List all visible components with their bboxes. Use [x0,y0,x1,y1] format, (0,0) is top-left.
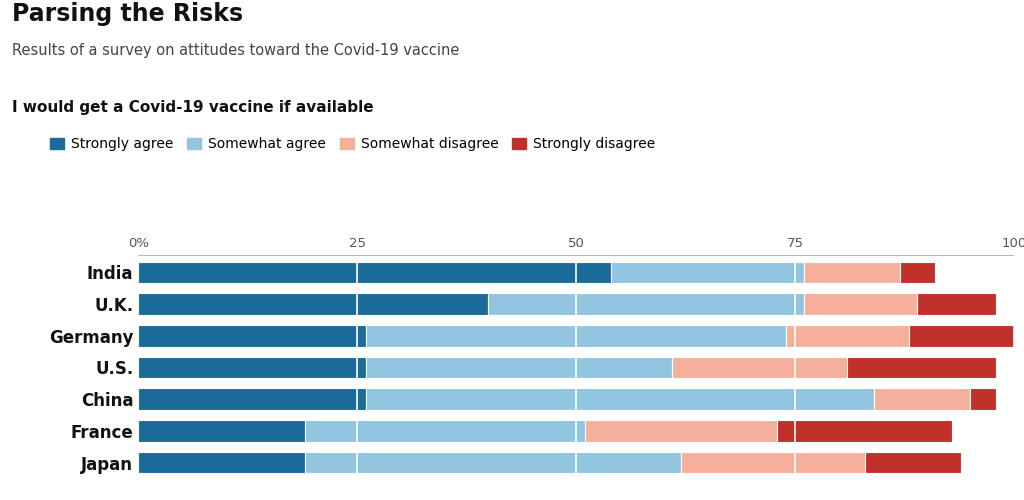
Bar [138,420,304,442]
Bar [681,452,865,473]
Bar [970,388,996,410]
Bar [138,452,304,473]
Bar [138,262,611,283]
Bar [611,262,804,283]
Bar [848,356,996,378]
Bar [873,388,970,410]
Bar [366,356,673,378]
Bar [900,262,935,283]
Bar [786,325,908,346]
Bar [138,356,366,378]
Bar [366,325,786,346]
Bar [585,420,777,442]
Bar [673,356,848,378]
Bar [908,325,1024,346]
Bar [804,294,918,315]
Legend: Strongly agree, Somewhat agree, Somewhat disagree, Strongly disagree: Strongly agree, Somewhat agree, Somewhat… [44,132,660,156]
Text: Results of a survey on attitudes toward the Covid-19 vaccine: Results of a survey on attitudes toward … [12,42,460,58]
Bar [138,325,366,346]
Bar [304,420,585,442]
Bar [304,452,681,473]
Bar [488,294,804,315]
Bar [865,452,962,473]
Bar [918,294,996,315]
Text: Parsing the Risks: Parsing the Risks [12,2,244,26]
Bar [777,420,952,442]
Bar [138,294,488,315]
Bar [138,388,366,410]
Bar [366,388,873,410]
Bar [804,262,900,283]
Text: I would get a Covid-19 vaccine if available: I would get a Covid-19 vaccine if availa… [12,100,374,115]
